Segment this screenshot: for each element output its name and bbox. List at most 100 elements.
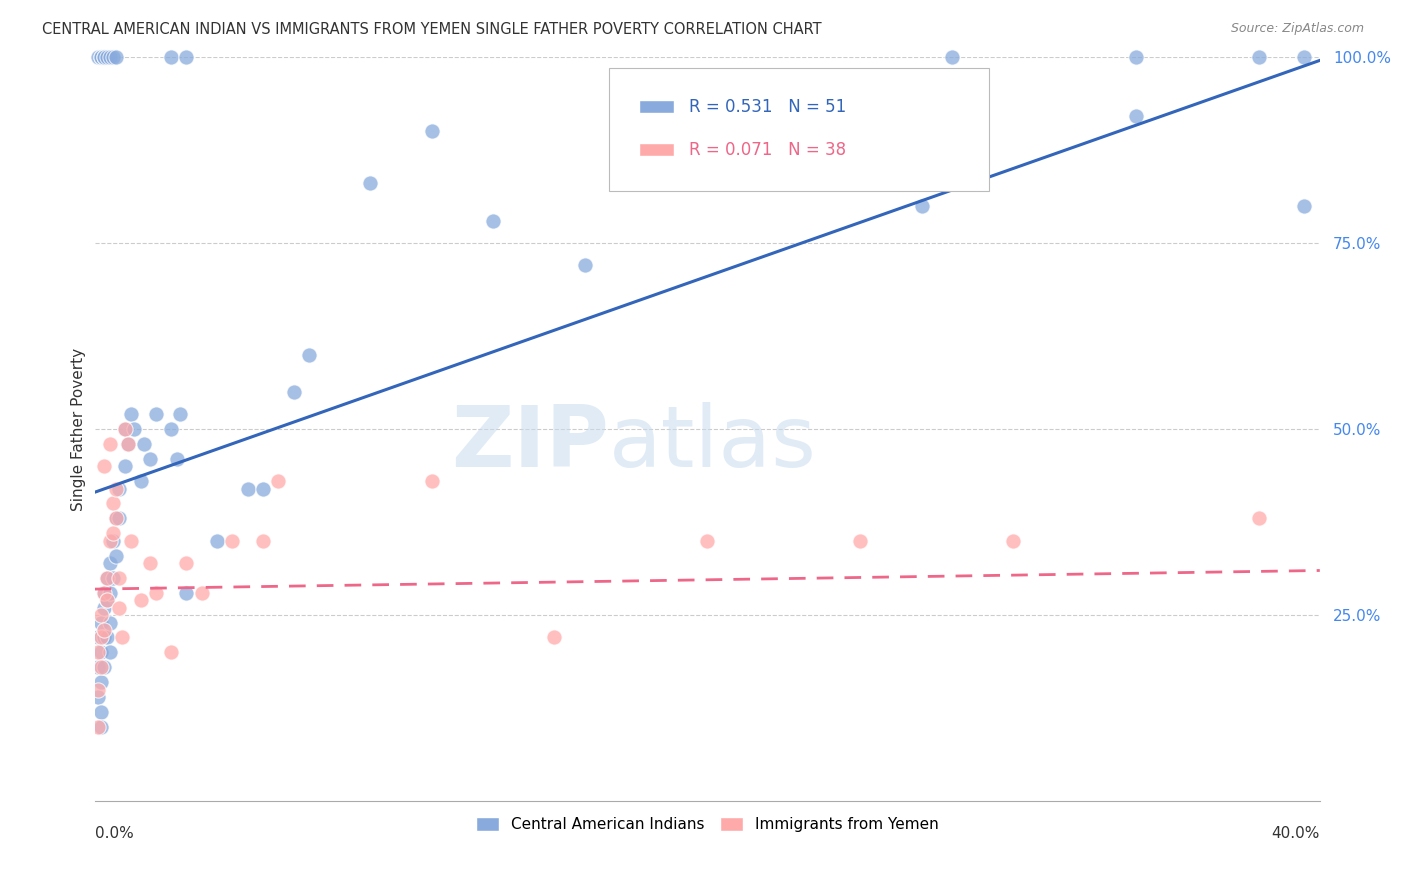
Point <box>101 496 124 510</box>
Point <box>117 437 139 451</box>
Text: 0.0%: 0.0% <box>94 826 134 841</box>
Point <box>138 556 160 570</box>
Point <box>176 50 198 64</box>
Point <box>120 407 142 421</box>
Point <box>359 176 381 190</box>
Point <box>124 422 146 436</box>
Point <box>90 608 112 623</box>
Point <box>86 660 108 674</box>
Point <box>145 407 167 421</box>
Point <box>132 437 155 451</box>
Point <box>696 533 718 548</box>
Text: CENTRAL AMERICAN INDIAN VS IMMIGRANTS FROM YEMEN SINGLE FATHER POVERTY CORRELATI: CENTRAL AMERICAN INDIAN VS IMMIGRANTS FR… <box>42 22 821 37</box>
Point <box>1247 511 1270 525</box>
FancyBboxPatch shape <box>638 143 673 156</box>
Point <box>166 451 188 466</box>
Point <box>98 533 121 548</box>
Point <box>941 50 963 64</box>
Point <box>96 593 118 607</box>
Point <box>105 511 128 525</box>
Point <box>252 533 274 548</box>
Point <box>101 50 124 64</box>
Point <box>221 533 243 548</box>
Point <box>138 451 160 466</box>
Point <box>86 645 108 659</box>
Y-axis label: Single Father Poverty: Single Father Poverty <box>72 348 86 510</box>
Point <box>105 549 128 563</box>
Point <box>129 593 152 607</box>
Point <box>298 347 321 361</box>
Point <box>176 556 198 570</box>
Point <box>90 720 112 734</box>
Point <box>1002 533 1025 548</box>
Point <box>543 631 565 645</box>
Point <box>420 474 443 488</box>
Point <box>420 124 443 138</box>
Point <box>111 631 134 645</box>
Point <box>114 422 136 436</box>
Point <box>191 586 214 600</box>
Point <box>105 511 128 525</box>
Point <box>120 533 142 548</box>
Point <box>1125 50 1147 64</box>
Point <box>93 586 115 600</box>
Point <box>98 556 121 570</box>
Point <box>96 631 118 645</box>
Point <box>96 571 118 585</box>
Point <box>90 675 112 690</box>
Point <box>108 600 131 615</box>
Point <box>90 631 112 645</box>
Point <box>145 586 167 600</box>
Point <box>86 682 108 697</box>
Point <box>160 422 183 436</box>
Point <box>108 511 131 525</box>
Point <box>114 422 136 436</box>
Point <box>160 645 183 659</box>
Point <box>481 213 503 227</box>
Point <box>96 593 118 607</box>
Point <box>98 50 121 64</box>
Point <box>129 474 152 488</box>
FancyBboxPatch shape <box>609 68 988 191</box>
Point <box>169 407 191 421</box>
Point <box>98 437 121 451</box>
Point <box>93 623 115 637</box>
Point <box>86 720 108 734</box>
Text: atlas: atlas <box>609 402 817 485</box>
Point <box>176 586 198 600</box>
Point <box>96 571 118 585</box>
Point <box>160 50 183 64</box>
Point <box>101 571 124 585</box>
Text: 40.0%: 40.0% <box>1271 826 1320 841</box>
Point <box>1294 199 1316 213</box>
Point <box>849 533 872 548</box>
Text: Source: ZipAtlas.com: Source: ZipAtlas.com <box>1230 22 1364 36</box>
Point <box>108 571 131 585</box>
Point <box>93 50 115 64</box>
Point <box>98 645 121 659</box>
Point <box>90 705 112 719</box>
Point <box>86 690 108 704</box>
Point <box>117 437 139 451</box>
Text: R = 0.071   N = 38: R = 0.071 N = 38 <box>689 141 845 159</box>
Point <box>114 459 136 474</box>
Point <box>86 631 108 645</box>
Point <box>93 660 115 674</box>
Point <box>93 631 115 645</box>
Point <box>1294 50 1316 64</box>
Text: ZIP: ZIP <box>451 402 609 485</box>
Point <box>205 533 228 548</box>
Point <box>93 50 115 64</box>
Point <box>96 50 118 64</box>
Point <box>574 258 596 272</box>
Text: R = 0.531   N = 51: R = 0.531 N = 51 <box>689 97 846 116</box>
Point <box>93 459 115 474</box>
Point <box>267 474 290 488</box>
Point <box>105 50 128 64</box>
Point <box>910 199 932 213</box>
Point <box>252 482 274 496</box>
Legend: Central American Indians, Immigrants from Yemen: Central American Indians, Immigrants fro… <box>470 811 945 838</box>
Point <box>90 50 112 64</box>
Point <box>101 533 124 548</box>
Point <box>236 482 259 496</box>
